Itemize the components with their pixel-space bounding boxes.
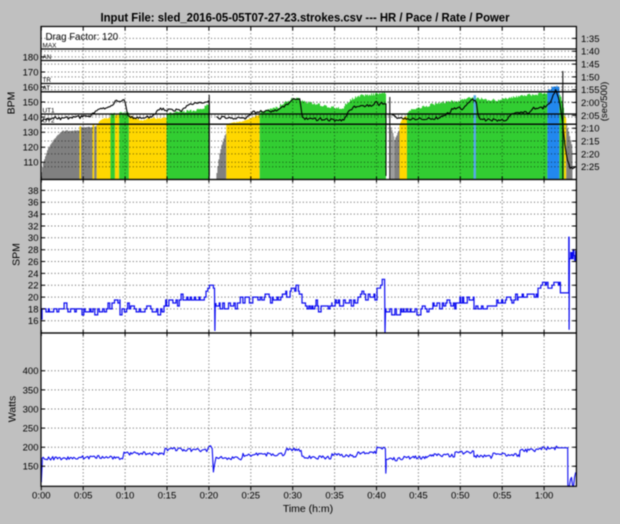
svg-text:36: 36 <box>28 198 39 209</box>
svg-text:1:00: 1:00 <box>535 491 554 502</box>
svg-text:180: 180 <box>23 52 39 63</box>
svg-text:34: 34 <box>28 210 39 221</box>
svg-text:30: 30 <box>28 233 39 244</box>
svg-text:350: 350 <box>23 385 39 396</box>
svg-text:38: 38 <box>28 186 39 197</box>
svg-text:200: 200 <box>23 443 39 454</box>
svg-text:2:25: 2:25 <box>581 162 600 173</box>
svg-text:300: 300 <box>23 404 39 415</box>
svg-text:2:00: 2:00 <box>581 98 600 109</box>
svg-text:MAX: MAX <box>43 42 58 49</box>
svg-text:120: 120 <box>23 143 39 154</box>
svg-text:Watts: Watts <box>6 396 18 422</box>
svg-text:0:10: 0:10 <box>116 491 135 502</box>
svg-text:(sec/500): (sec/500) <box>599 82 610 122</box>
svg-text:0:00: 0:00 <box>32 491 51 502</box>
svg-text:150: 150 <box>23 98 39 109</box>
svg-text:16: 16 <box>28 316 39 327</box>
svg-text:1:50: 1:50 <box>581 72 600 83</box>
svg-text:26: 26 <box>28 257 39 268</box>
svg-text:UT1: UT1 <box>43 107 56 114</box>
svg-text:0:50: 0:50 <box>451 491 470 502</box>
svg-text:0:45: 0:45 <box>409 491 428 502</box>
svg-text:AN: AN <box>43 54 52 61</box>
svg-text:18: 18 <box>28 304 39 315</box>
svg-text:0:25: 0:25 <box>242 491 261 502</box>
svg-text:Drag Factor: 120: Drag Factor: 120 <box>46 32 119 43</box>
svg-text:Input File: sled_2016-05-05T0: Input File: sled_2016-05-05T07-27-23.str… <box>101 12 510 25</box>
svg-text:0:20: 0:20 <box>200 491 219 502</box>
svg-text:2:10: 2:10 <box>581 124 600 135</box>
svg-text:150: 150 <box>23 462 39 473</box>
svg-text:TR: TR <box>43 77 52 84</box>
svg-text:BPM: BPM <box>6 92 18 115</box>
svg-text:SPM: SPM <box>11 243 23 266</box>
svg-text:170: 170 <box>23 67 39 78</box>
svg-text:UT2: UT2 <box>43 118 56 125</box>
svg-text:250: 250 <box>23 424 39 435</box>
svg-text:130: 130 <box>23 128 39 139</box>
svg-text:0:30: 0:30 <box>283 491 302 502</box>
svg-text:2:05: 2:05 <box>581 111 600 122</box>
svg-text:400: 400 <box>23 366 39 377</box>
svg-text:0:55: 0:55 <box>493 491 512 502</box>
svg-text:0:05: 0:05 <box>74 491 93 502</box>
svg-text:2:20: 2:20 <box>581 149 600 160</box>
svg-text:24: 24 <box>28 269 39 280</box>
svg-text:20: 20 <box>28 293 39 304</box>
svg-text:1:35: 1:35 <box>581 34 600 45</box>
svg-text:110: 110 <box>23 158 38 169</box>
svg-text:0:15: 0:15 <box>158 491 177 502</box>
svg-text:160: 160 <box>23 82 39 93</box>
svg-text:1:45: 1:45 <box>581 60 600 71</box>
svg-text:140: 140 <box>23 113 39 124</box>
svg-text:28: 28 <box>28 245 39 256</box>
svg-text:1:55: 1:55 <box>581 85 600 96</box>
svg-text:2:15: 2:15 <box>581 136 600 147</box>
svg-text:1:40: 1:40 <box>581 47 600 58</box>
svg-text:AT: AT <box>43 85 51 92</box>
svg-text:0:40: 0:40 <box>367 491 386 502</box>
svg-text:Time (h:m): Time (h:m) <box>283 503 333 515</box>
svg-text:22: 22 <box>28 281 39 292</box>
svg-text:0:35: 0:35 <box>325 491 344 502</box>
svg-text:32: 32 <box>28 221 39 232</box>
